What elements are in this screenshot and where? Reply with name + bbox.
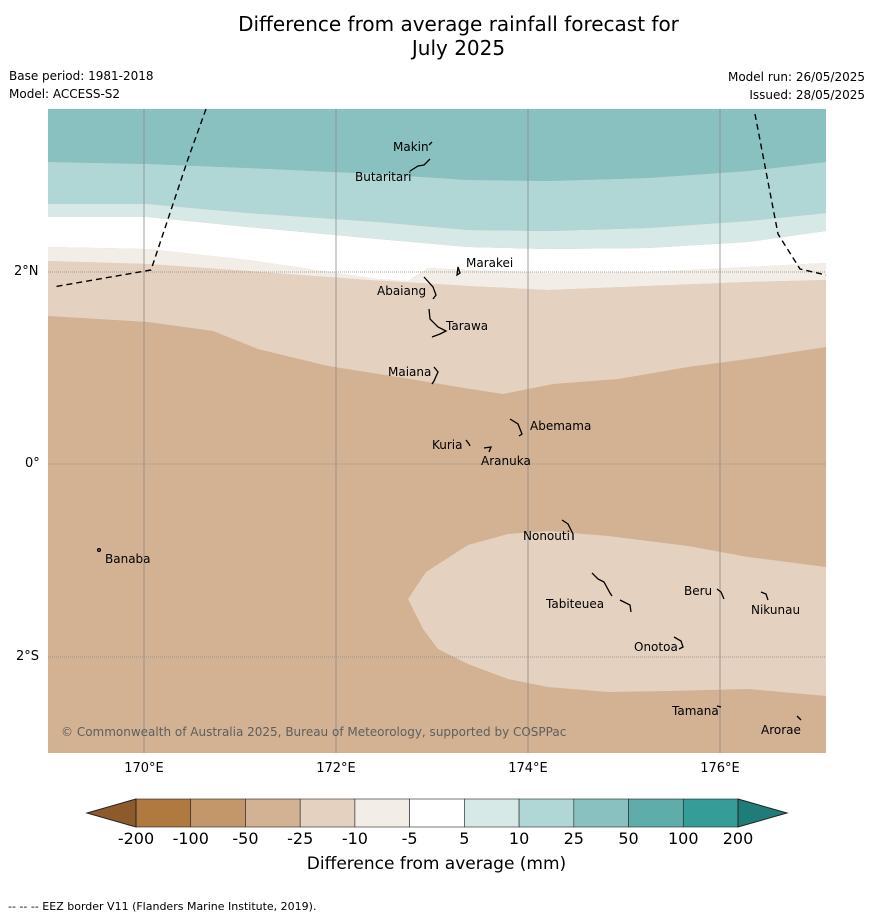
label-beru: Beru: [684, 584, 712, 598]
colorbar-cells: [135, 798, 739, 828]
lon-label-174e: 174°E: [508, 761, 548, 776]
lat-label-2s: 2°S: [16, 649, 40, 664]
marakei-island: [456, 266, 461, 277]
colorbar-tick-label: 200: [723, 829, 754, 848]
beru-island: [716, 588, 725, 600]
nikunau-island: [760, 591, 769, 601]
maiana-island: [431, 366, 439, 385]
eez-footnote: -- -- -- EEZ border V11 (Flanders Marine…: [8, 900, 317, 913]
lon-label-172e: 172°E: [316, 761, 356, 776]
colorbar-cell: [409, 798, 465, 828]
tamana-island: [716, 705, 722, 708]
butaritari-island: [409, 158, 431, 172]
label-abemama: Abemama: [530, 419, 591, 433]
graticule: [48, 109, 826, 753]
colorbar-cell: [573, 798, 629, 828]
tarawa-island: [428, 308, 448, 338]
band-minus-10: [48, 247, 826, 290]
label-abaiang: Abaiang: [377, 284, 426, 298]
kuria-island: [465, 439, 471, 447]
colorbar-cell: [464, 798, 520, 828]
band-minus-25-south: [408, 531, 826, 696]
lat-label-2n: 2°N: [14, 264, 39, 279]
abemama-island: [509, 418, 523, 437]
aranuka-island: [483, 446, 493, 453]
colorbar-tick-label: -25: [287, 829, 313, 848]
colorbar-tick-labels: -200 -100 -50 -25 -10 -5 5 10 25 50 100 200: [118, 829, 753, 848]
colorbar-extend-low: [85, 798, 137, 828]
abaiang-island: [423, 276, 437, 300]
band-neutral: [48, 217, 826, 281]
label-marakei: Marakei: [466, 256, 513, 270]
colorbar-tick-label: 25: [564, 829, 584, 848]
lon-label-170e: 170°E: [124, 761, 164, 776]
nonouti-island: [561, 519, 574, 540]
colorbar-tick-label: 5: [459, 829, 469, 848]
banaba-island: [96, 547, 102, 553]
label-tamana: Tamana: [671, 704, 719, 718]
band-minus-25: [48, 261, 826, 394]
map-title: Difference from average rainfall forecas…: [0, 12, 873, 60]
label-kuria: Kuria: [432, 438, 463, 452]
arorae-island: [796, 715, 802, 721]
colorbar-cell: [354, 798, 410, 828]
label-aranuka: Aranuka: [481, 454, 531, 468]
label-butaritari: Butaritari: [355, 170, 412, 184]
label-onotoa: Onotoa: [634, 640, 678, 654]
label-nonouti: Nonouti: [523, 529, 570, 543]
colorbar-cell: [628, 798, 684, 828]
colorbar-extend-high: [737, 798, 789, 828]
copyright-note: © Commonwealth of Australia 2025, Bureau…: [61, 725, 566, 739]
colorbar-cell: [518, 798, 575, 828]
rainfall-map: Makin Butaritari Marakei Abaiang Tarawa …: [48, 109, 826, 753]
colorbar-tick-label: 50: [618, 829, 638, 848]
title-line-1: Difference from average rainfall forecas…: [238, 12, 679, 36]
colorbar-tick-label: -100: [173, 829, 209, 848]
colorbar-tick-label: -10: [342, 829, 368, 848]
colorbar-tick-label: -50: [232, 829, 258, 848]
label-tabiteuea: Tabiteuea: [545, 597, 604, 611]
colorbar-tick-label: 100: [668, 829, 699, 848]
band-plus-25: [48, 109, 826, 181]
colorbar-cell: [299, 798, 356, 828]
colorbar-cell: [135, 798, 192, 828]
lat-label-0: 0°: [25, 456, 40, 471]
label-maiana: Maiana: [388, 365, 431, 379]
title-line-2: July 2025: [411, 36, 506, 60]
colorbar-title: Difference from average (mm): [306, 854, 567, 874]
colorbar-tick-label: -200: [118, 829, 154, 848]
band-plus-5: [48, 204, 826, 249]
band-plus-10: [48, 162, 826, 231]
label-banaba: Banaba: [105, 552, 151, 566]
makin-island: [428, 141, 433, 146]
colorbar-tick-label: -5: [402, 829, 418, 848]
model-run: Model run: 26/05/2025: [727, 70, 865, 84]
colorbar: -200 -100 -50 -25 -10 -5 5 10 25 50 100 200: [85, 798, 789, 848]
colorbar-cell: [245, 798, 301, 828]
issued-date: Issued: 28/05/2025: [749, 88, 865, 102]
colorbar-cell: [682, 798, 739, 828]
tabiteuea-north: [591, 572, 613, 597]
label-makin: Makin: [393, 140, 429, 154]
island-outlines: [96, 141, 802, 721]
model-name: Model: ACCESS-S2: [9, 87, 121, 101]
tabiteuea-south: [619, 599, 632, 613]
colorbar-tick-label: 10: [509, 829, 529, 848]
label-tarawa: Tarawa: [445, 319, 488, 333]
label-nikunau: Nikunau: [751, 603, 800, 617]
lon-label-176e: 176°E: [700, 761, 740, 776]
onotoa-island: [673, 636, 684, 650]
label-arorae: Arorae: [761, 723, 801, 737]
colorbar-cell: [190, 798, 246, 828]
base-period: Base period: 1981-2018: [9, 69, 154, 83]
eez-border: [52, 109, 826, 288]
